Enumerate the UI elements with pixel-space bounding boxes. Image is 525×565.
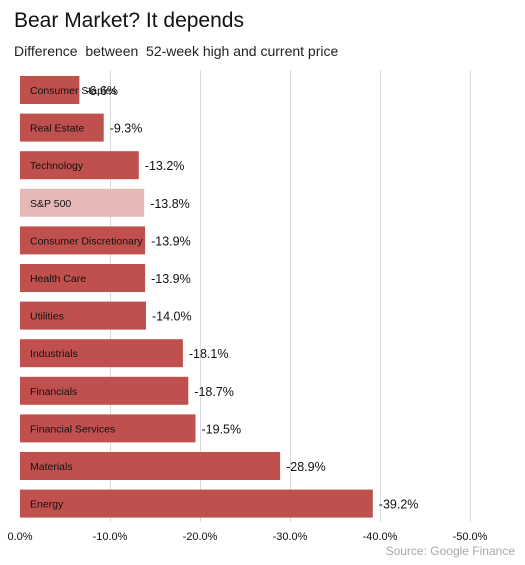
x-tick-label: -10.0% — [93, 531, 128, 543]
bar-value-label: -18.1% — [189, 347, 229, 361]
bar — [20, 113, 104, 142]
bar-category-label: Utilities — [30, 311, 64, 323]
x-tick-label: -40.0% — [363, 531, 398, 543]
bar-category-label: Health Care — [30, 273, 86, 285]
bar-value-label: -28.9% — [286, 460, 326, 474]
bar-category-label: Industrials — [30, 348, 78, 360]
bar-category-label: Consumer Staples — [30, 85, 116, 97]
bar-category-label: Real Estate — [30, 123, 84, 135]
chart-title: Bear Market? It depends — [14, 9, 244, 32]
bar-value-label: -14.0% — [152, 310, 192, 324]
bar — [20, 376, 189, 405]
bar — [20, 301, 146, 330]
bar-value-label: -13.9% — [151, 234, 191, 248]
bar-value-label: -19.5% — [202, 422, 242, 436]
x-tick-label: -30.0% — [273, 531, 308, 543]
bar — [20, 414, 196, 443]
bar-value-label: -6.6% — [85, 84, 118, 98]
bar-value-label: -13.8% — [150, 197, 190, 211]
bar-category-label: Materials — [30, 461, 73, 473]
bar-value-label: -9.3% — [110, 122, 143, 136]
bar-value-label: -13.9% — [151, 272, 191, 286]
x-tick-label: -50.0% — [453, 531, 488, 543]
bar — [20, 264, 146, 292]
bar-category-label: Financials — [30, 386, 77, 398]
bar — [20, 76, 80, 104]
bar-category-label: S&P 500 — [30, 198, 71, 210]
bar-category-label: Financial Services — [30, 423, 115, 435]
bar — [20, 489, 373, 518]
source-note: Source: Google Finance — [385, 544, 515, 558]
chart-subtitle: Difference between 52-week high and curr… — [14, 43, 339, 59]
bar-value-label: -18.7% — [194, 385, 234, 399]
x-tick-label: -20.0% — [183, 531, 218, 543]
bar-highlight — [20, 188, 145, 217]
bar — [20, 339, 183, 368]
bar-category-label: Energy — [30, 499, 64, 511]
bar — [20, 151, 139, 180]
bar-category-label: Consumer Discretionary — [30, 235, 143, 247]
bar-category-label: Technology — [30, 160, 84, 172]
bar-value-label: -13.2% — [145, 159, 185, 173]
bar — [20, 226, 146, 255]
bar — [20, 452, 281, 480]
bar-value-label: -39.2% — [379, 498, 419, 512]
x-tick-label: 0.0% — [7, 531, 32, 543]
